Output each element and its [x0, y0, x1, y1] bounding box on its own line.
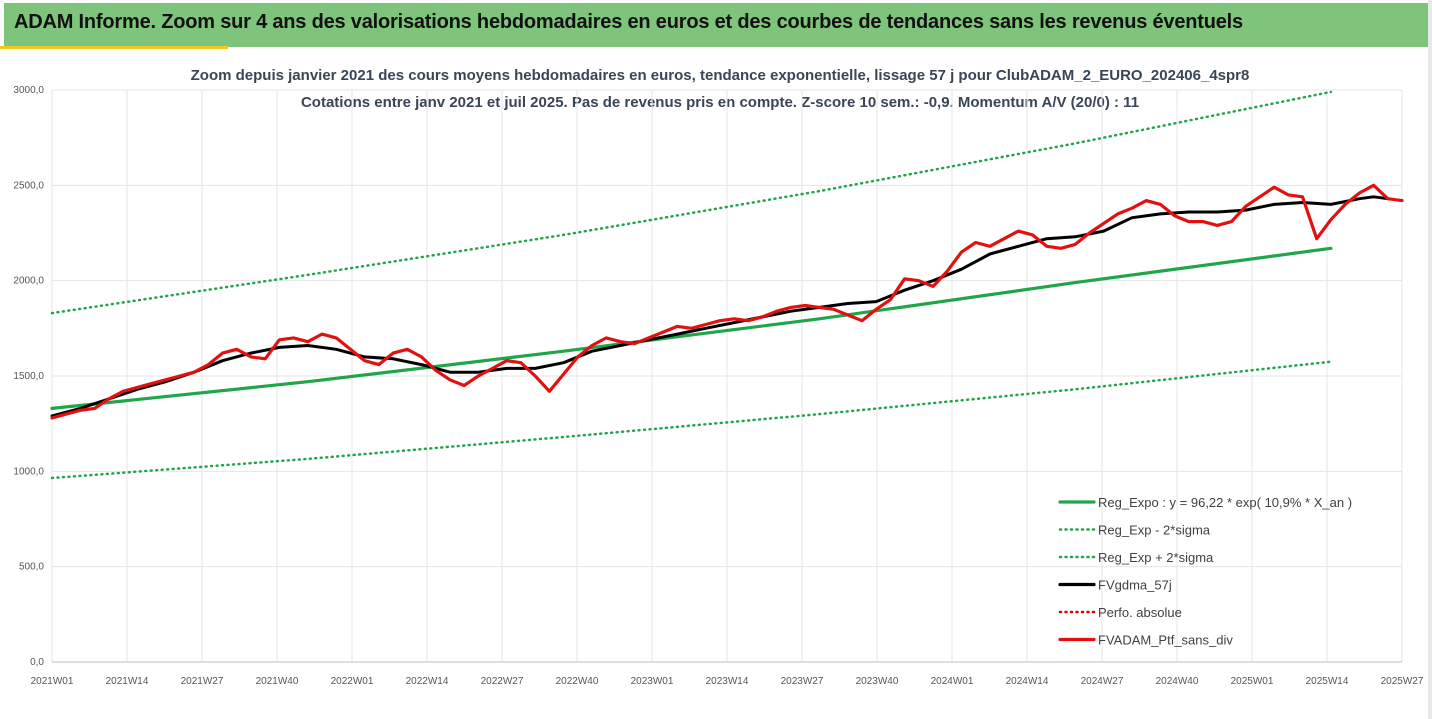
chart-title-line1: Zoom depuis janvier 2021 des cours moyen… [191, 67, 1250, 84]
x-tick-label: 2022W27 [481, 676, 524, 687]
legend-label: FVADAM_Ptf_sans_div [1098, 633, 1233, 648]
x-tick-label: 2023W01 [631, 676, 674, 687]
y-tick-label: 0,0 [30, 657, 44, 668]
y-tick-label: 1500,0 [13, 371, 44, 382]
x-tick-label: 2025W27 [1381, 676, 1424, 687]
x-tick-label: 2021W27 [181, 676, 224, 687]
x-tick-label: 2022W14 [406, 676, 449, 687]
legend-label: Reg_Exp + 2*sigma [1098, 550, 1214, 565]
x-tick-label: 2023W14 [706, 676, 749, 687]
x-tick-label: 2025W01 [1231, 676, 1274, 687]
y-tick-label: 2500,0 [13, 180, 44, 191]
series-portfolio-line [50, 183, 1404, 420]
series-regression-lower-band [50, 360, 1333, 480]
series-regression-upper-band [50, 90, 1333, 315]
grid [51, 89, 1403, 663]
x-tick-label: 2024W27 [1081, 676, 1124, 687]
x-tick-label: 2021W40 [256, 676, 299, 687]
legend: Reg_Expo : y = 96,22 * exp( 10,9% * X_an… [1058, 495, 1352, 648]
x-tick-label: 2024W01 [931, 676, 974, 687]
x-tick-label: 2021W14 [106, 676, 149, 687]
chart-title-line2: Cotations entre janv 2021 et juil 2025. … [301, 94, 1139, 111]
x-tick-label: 2024W40 [1156, 676, 1199, 687]
y-tick-label: 3000,0 [13, 85, 44, 96]
y-tick-label: 2000,0 [13, 276, 44, 287]
legend-label: Reg_Exp - 2*sigma [1098, 523, 1211, 538]
legend-label: Perfo. absolue [1098, 605, 1182, 620]
x-tick-label: 2023W40 [856, 676, 899, 687]
legend-label: Reg_Expo : y = 96,22 * exp( 10,9% * X_an… [1098, 495, 1352, 510]
x-tick-label: 2023W27 [781, 676, 824, 687]
y-tick-label: 500,0 [19, 562, 44, 573]
accent-stripe [0, 46, 228, 49]
x-tick-label: 2024W14 [1006, 676, 1049, 687]
legend-label: FVgdma_57j [1098, 578, 1172, 593]
series-regression-line [50, 246, 1333, 410]
header-bar: ADAM Informe. Zoom sur 4 ans des valoris… [4, 3, 1428, 47]
right-border [1428, 0, 1432, 719]
x-tick-label: 2021W01 [31, 676, 74, 687]
axis-ticks: 2021W01 2021W14 2021W27 2021W40 2022W01 2022W… [13, 85, 1423, 687]
x-tick-label: 2022W40 [556, 676, 599, 687]
x-tick-label: 2022W01 [331, 676, 374, 687]
series-moving-average-line [50, 195, 1390, 418]
series-layer [50, 90, 1404, 480]
y-tick-label: 1000,0 [13, 466, 44, 477]
x-tick-label: 2025W14 [1306, 676, 1349, 687]
page-title: ADAM Informe. Zoom sur 4 ans des valoris… [14, 11, 1243, 33]
